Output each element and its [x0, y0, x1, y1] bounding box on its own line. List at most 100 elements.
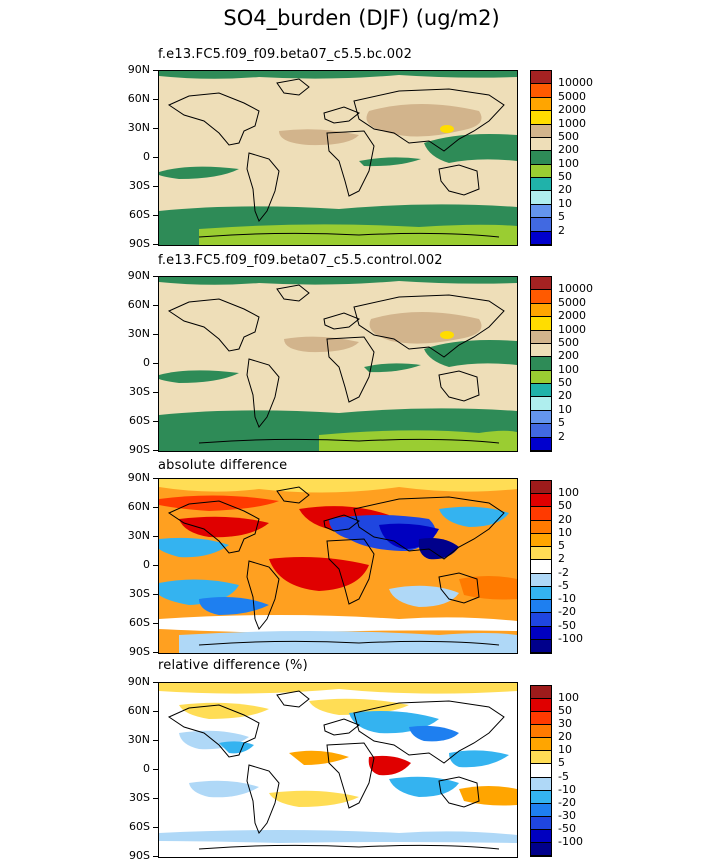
panel-2-field	[159, 277, 517, 451]
colorbar-cell	[531, 613, 551, 627]
latitude-tick-label: 30S	[129, 791, 150, 804]
colorbar-cell	[531, 573, 551, 587]
latitude-tick-label: 90N	[127, 675, 150, 688]
latitude-tick-label: 30S	[129, 179, 150, 192]
colorbar-cell	[531, 777, 551, 791]
colorbar-label: 1000	[558, 322, 586, 336]
latitude-tick-mark	[153, 363, 158, 364]
colorbar-cell	[531, 790, 551, 804]
colorbar-label: 20	[558, 389, 572, 403]
colorbar-label: -2	[558, 565, 569, 579]
colorbar-cell	[531, 410, 551, 425]
colorbar-label: 30	[558, 717, 572, 731]
colorbar-cell	[531, 191, 551, 205]
colorbar-cell	[531, 111, 551, 125]
panel-3-field	[159, 479, 517, 653]
colorbar-cell	[531, 424, 551, 438]
colorbar-label: -20	[558, 605, 576, 619]
panel-4-map	[158, 682, 518, 858]
colorbar-label: 5000	[558, 295, 586, 309]
colorbar-cell	[531, 842, 551, 856]
latitude-tick-label: 30S	[129, 385, 150, 398]
latitude-tick-label: 90N	[127, 63, 150, 76]
latitude-tick-mark	[153, 186, 158, 187]
colorbar-label: 2	[558, 223, 565, 237]
latitude-tick-mark	[153, 305, 158, 306]
colorbar-cell	[531, 738, 551, 752]
latitude-tick-mark	[153, 507, 158, 508]
latitude-tick-label: 60N	[127, 92, 150, 105]
colorbar-label: 500	[558, 335, 579, 349]
latitude-tick-mark	[153, 740, 158, 741]
latitude-tick-mark	[153, 711, 158, 712]
colorbar-label: -10	[558, 782, 576, 796]
colorbar-label: 200	[558, 143, 579, 157]
colorbar-label: -5	[558, 578, 569, 592]
colorbar-cell	[531, 686, 551, 700]
colorbar-cell	[531, 829, 551, 843]
latitude-tick-label: 60N	[127, 298, 150, 311]
colorbar-cell	[531, 277, 551, 291]
colorbar-cell	[531, 816, 551, 830]
panel-3-map	[158, 478, 518, 654]
colorbar-cell	[531, 533, 551, 548]
colorbar-label: 5	[558, 210, 565, 224]
latitude-tick-mark	[153, 652, 158, 653]
colorbar-cell	[531, 204, 551, 219]
colorbar-cell	[531, 560, 551, 574]
colorbar-label: 2000	[558, 103, 586, 117]
colorbar-cell	[531, 71, 551, 85]
colorbar-label: 10	[558, 402, 572, 416]
colorbar-cell	[531, 586, 551, 601]
latitude-tick-mark	[153, 856, 158, 857]
colorbar-label: -30	[558, 808, 576, 822]
colorbar-label: -100	[558, 631, 583, 645]
latitude-tick-label: 90S	[129, 849, 150, 862]
panel-2-label: f.e13.FC5.f09_f09.beta07_c5.5.control.00…	[158, 253, 443, 268]
colorbar-cell	[531, 507, 551, 521]
latitude-tick-label: 90N	[127, 471, 150, 484]
colorbar-label: 200	[558, 349, 579, 363]
colorbar-label: -20	[558, 795, 576, 809]
colorbar-label: -5	[558, 769, 569, 783]
colorbar-label: 100	[558, 486, 579, 500]
colorbar-label: 10000	[558, 282, 593, 296]
colorbar-cell	[531, 751, 551, 765]
latitude-tick-mark	[153, 99, 158, 100]
colorbar-label: -10	[558, 592, 576, 606]
colorbar-label: 10	[558, 743, 572, 757]
latitude-tick-mark	[153, 536, 158, 537]
latitude-tick-mark	[153, 215, 158, 216]
colorbar-cell	[531, 317, 551, 331]
colorbar-label: -50	[558, 618, 576, 632]
latitude-tick-mark	[153, 565, 158, 566]
colorbar-label: -100	[558, 834, 583, 848]
colorbar-cell	[531, 494, 551, 508]
colorbar-cell	[531, 699, 551, 713]
panel-4-colorbar	[530, 685, 552, 857]
colorbar-cell	[531, 437, 551, 451]
colorbar-label: 20	[558, 730, 572, 744]
latitude-tick-label: 90S	[129, 237, 150, 250]
latitude-tick-mark	[153, 128, 158, 129]
colorbar-cell	[531, 384, 551, 398]
colorbar-cell	[531, 481, 551, 495]
colorbar-cell	[531, 124, 551, 138]
colorbar-cell	[531, 231, 551, 245]
colorbar-label: 2	[558, 552, 565, 566]
panel-3-label: absolute difference	[158, 458, 288, 473]
colorbar-label: 500	[558, 129, 579, 143]
panel-2-map	[158, 276, 518, 452]
latitude-tick-mark	[153, 421, 158, 422]
colorbar-label: 50	[558, 376, 572, 390]
colorbar-cell	[531, 218, 551, 232]
panel-1-field	[159, 71, 517, 245]
colorbar-label: 5000	[558, 89, 586, 103]
colorbar-label: 50	[558, 170, 572, 184]
colorbar-label: 10	[558, 525, 572, 539]
panel-1-colorbar	[530, 70, 552, 246]
colorbar-label: 5	[558, 539, 565, 553]
panel-2-colorbar	[530, 276, 552, 452]
latitude-tick-label: 60N	[127, 704, 150, 717]
colorbar-cell	[531, 547, 551, 561]
